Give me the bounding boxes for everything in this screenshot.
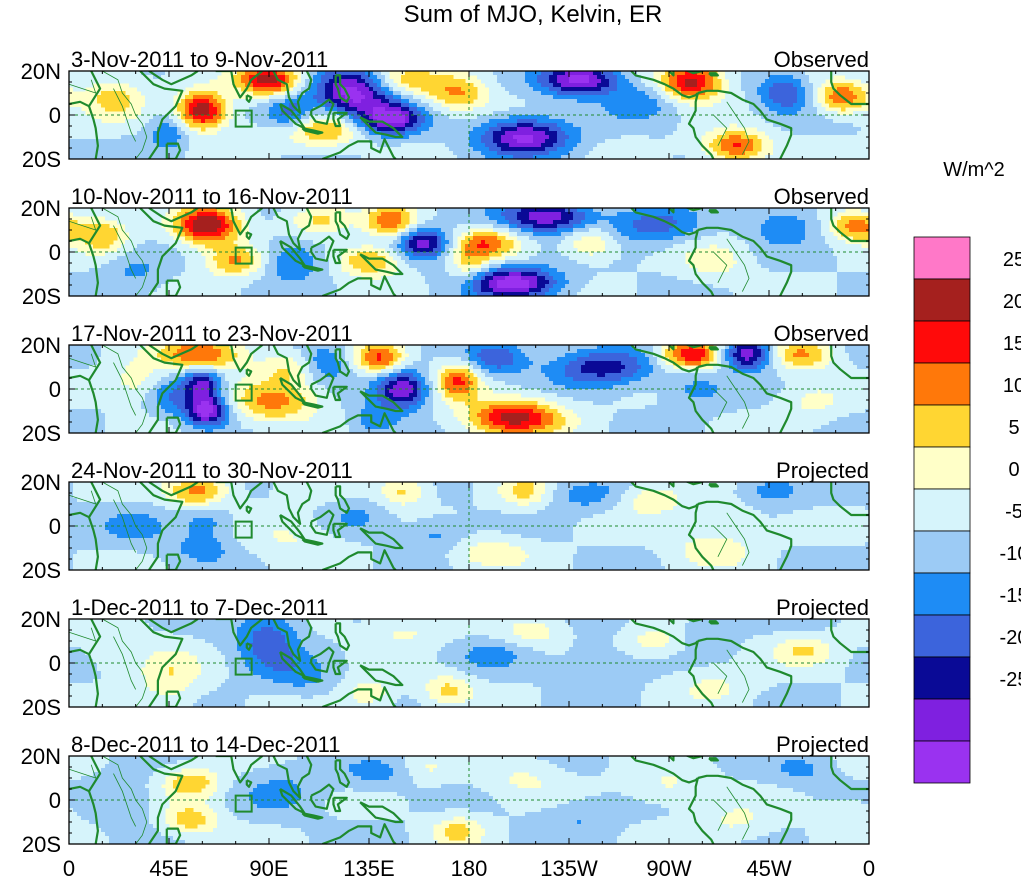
region-box-marker bbox=[234, 246, 253, 265]
colorbar-bin bbox=[913, 530, 971, 574]
coastlines bbox=[69, 208, 869, 296]
colorbar-bin bbox=[913, 446, 971, 490]
y-tick-label: 20S bbox=[22, 147, 61, 172]
colorbar-bin bbox=[913, 236, 971, 280]
panel-period-label: 3-Nov-2011 to 9-Nov-2011 bbox=[71, 47, 328, 72]
colorbar-label: -10 bbox=[1000, 543, 1021, 565]
y-tick-label: 0 bbox=[49, 377, 61, 402]
colorbar-bin bbox=[913, 488, 971, 532]
colorbar-label: -20 bbox=[1000, 627, 1021, 649]
colorbar: W/m^2 25 20 15 10 5 0 -5 -10 -15 -20 -25 bbox=[913, 159, 1021, 784]
panel-3: 20N 0 20S 17-Nov-2011 to 23-Nov-2011 Observe… bbox=[21, 321, 870, 446]
y-tick-label: 0 bbox=[49, 651, 61, 676]
region-box-marker bbox=[234, 109, 253, 128]
y-tick-label: 0 bbox=[49, 103, 61, 128]
y-tick-label: 20N bbox=[21, 607, 61, 632]
colorbar-label: 25 bbox=[1003, 249, 1021, 271]
x-tick-label: 135E bbox=[343, 856, 394, 881]
x-axis: 0 45E 90E 135E 180 135W 90W 45W 0 bbox=[63, 856, 875, 881]
y-tick-label: 20S bbox=[22, 832, 61, 857]
y-tick-label: 20S bbox=[22, 695, 61, 720]
panel-4: 20N 0 20S 24-Nov-2011 to 30-Nov-2011 Project… bbox=[21, 458, 870, 583]
panel-status-label: Projected bbox=[776, 732, 869, 757]
y-tick-label: 0 bbox=[49, 514, 61, 539]
colorbar-bin bbox=[913, 614, 971, 658]
colorbar-bin bbox=[913, 572, 971, 616]
colorbar-bin bbox=[913, 698, 971, 742]
colorbar-label: 20 bbox=[1003, 291, 1021, 313]
colorbar-label: -25 bbox=[1000, 669, 1021, 691]
coastlines bbox=[69, 71, 869, 159]
y-tick-label: 0 bbox=[49, 240, 61, 265]
colorbar-label: 5 bbox=[1008, 417, 1019, 439]
panel-period-label: 17-Nov-2011 to 23-Nov-2011 bbox=[71, 321, 353, 346]
x-tick-label: 90W bbox=[646, 856, 691, 881]
panel-6: 20N 0 20S 8-Dec-2011 to 14-Dec-2011 Projecte… bbox=[21, 732, 870, 857]
x-tick-label: 0 bbox=[863, 856, 875, 881]
colorbar-bin bbox=[913, 320, 971, 364]
y-tick-label: 20S bbox=[22, 284, 61, 309]
panel-status-label: Projected bbox=[776, 458, 869, 483]
anomaly-field bbox=[69, 208, 869, 296]
colorbar-bin bbox=[913, 740, 971, 784]
colorbar-bin bbox=[913, 278, 971, 322]
y-tick-label: 20N bbox=[21, 470, 61, 495]
panel-period-label: 10-Nov-2011 to 16-Nov-2011 bbox=[71, 184, 353, 209]
y-tick-label: 20N bbox=[21, 744, 61, 769]
region-box-marker bbox=[234, 383, 253, 402]
colorbar-bin bbox=[913, 404, 971, 448]
colorbar-label: 10 bbox=[1003, 375, 1021, 397]
y-tick-label: 20S bbox=[22, 558, 61, 583]
x-tick-label: 135W bbox=[540, 856, 598, 881]
x-tick-label: 45E bbox=[149, 856, 188, 881]
panel-status-label: Observed bbox=[774, 321, 869, 346]
region-box-marker bbox=[234, 657, 253, 676]
panel-period-label: 8-Dec-2011 to 14-Dec-2011 bbox=[71, 732, 340, 757]
panel-status-label: Projected bbox=[776, 595, 869, 620]
panel-1: 20N 0 20S 3-Nov-2011 to 9-Nov-2011 Observed bbox=[21, 47, 870, 172]
panel-2: 20N 0 20S 10-Nov-2011 to 16-Nov-2011 Observe… bbox=[21, 184, 870, 309]
y-tick-label: 20N bbox=[21, 333, 61, 358]
chart-title: Sum of MJO, Kelvin, ER bbox=[404, 1, 663, 28]
panel-period-label: 1-Dec-2011 to 7-Dec-2011 bbox=[71, 595, 328, 620]
y-tick-label: 20S bbox=[22, 421, 61, 446]
colorbar-label: 15 bbox=[1003, 333, 1021, 355]
y-tick-label: 0 bbox=[49, 788, 61, 813]
coastlines bbox=[69, 482, 869, 570]
coastlines bbox=[69, 345, 869, 433]
coastlines bbox=[69, 756, 869, 844]
colorbar-label: -5 bbox=[1005, 501, 1021, 523]
colorbar-units: W/m^2 bbox=[943, 159, 1005, 181]
x-tick-label: 180 bbox=[451, 856, 488, 881]
panel-period-label: 24-Nov-2011 to 30-Nov-2011 bbox=[71, 458, 353, 483]
panel-5: 20N 0 20S 1-Dec-2011 to 7-Dec-2011 Projected bbox=[21, 595, 870, 720]
panel-status-label: Observed bbox=[774, 184, 869, 209]
y-tick-label: 20N bbox=[21, 59, 61, 84]
colorbar-bin bbox=[913, 656, 971, 700]
x-tick-label: 45W bbox=[746, 856, 791, 881]
region-box-marker bbox=[234, 794, 253, 813]
anomaly-field bbox=[69, 482, 869, 570]
anomaly-field bbox=[69, 71, 869, 159]
x-tick-label: 90E bbox=[249, 856, 288, 881]
region-box-marker bbox=[234, 520, 253, 539]
colorbar-bin bbox=[913, 362, 971, 406]
y-tick-label: 20N bbox=[21, 196, 61, 221]
panel-status-label: Observed bbox=[774, 47, 869, 72]
colorbar-label: 0 bbox=[1008, 459, 1019, 481]
x-tick-label: 0 bbox=[63, 856, 75, 881]
anomaly-field bbox=[69, 619, 869, 707]
colorbar-label: -15 bbox=[1000, 585, 1021, 607]
